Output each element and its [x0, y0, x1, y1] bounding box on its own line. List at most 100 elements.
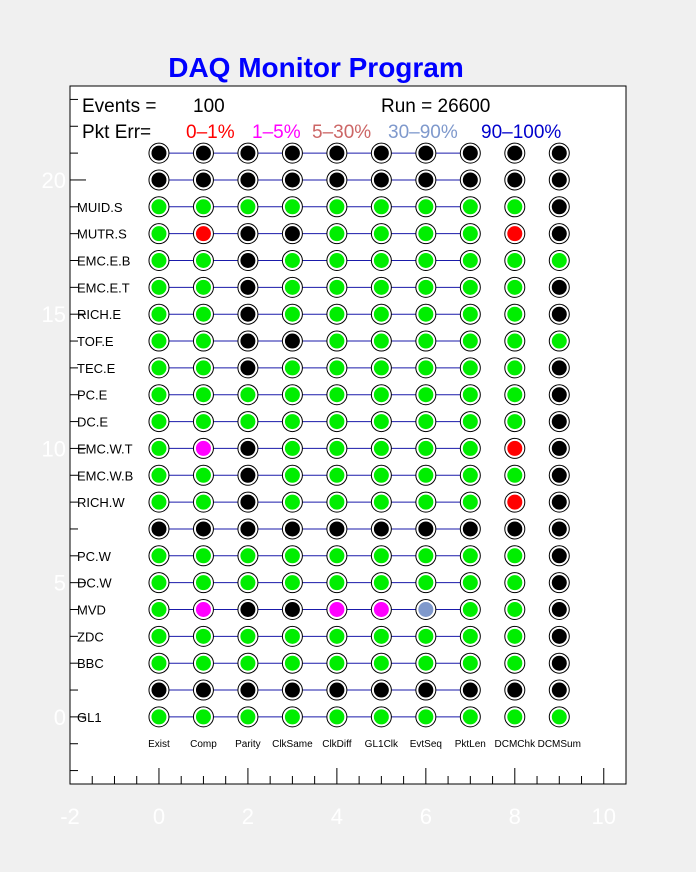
x-tick-label: 6: [420, 804, 432, 829]
status-marker: [507, 333, 523, 349]
status-marker: [151, 387, 167, 403]
status-marker: [373, 628, 389, 644]
status-marker: [240, 279, 256, 295]
y-tick-label: 15: [42, 302, 66, 327]
status-marker: [195, 145, 211, 161]
status-marker: [507, 199, 523, 215]
status-marker: [240, 521, 256, 537]
status-marker: [195, 682, 211, 698]
status-marker: [551, 387, 567, 403]
row-label: RICH.W: [77, 495, 125, 510]
status-marker: [418, 548, 434, 564]
status-marker: [507, 602, 523, 617]
status-marker: [551, 655, 567, 671]
status-marker: [507, 440, 523, 456]
column-label: EvtSeq: [410, 739, 442, 750]
status-marker: [462, 414, 478, 430]
status-marker: [373, 226, 389, 242]
status-marker: [462, 253, 478, 268]
status-marker: [373, 387, 389, 403]
status-marker: [329, 360, 345, 376]
status-marker: [507, 172, 523, 188]
status-marker: [507, 682, 523, 698]
status-marker: [551, 494, 567, 510]
pkt-err-label: Pkt Err=: [82, 122, 151, 143]
status-marker: [284, 360, 300, 376]
status-marker: [507, 387, 523, 403]
status-marker: [418, 575, 434, 591]
status-marker: [329, 226, 345, 242]
status-marker: [240, 655, 256, 671]
status-marker: [151, 602, 167, 617]
status-marker: [151, 709, 167, 725]
status-marker: [462, 387, 478, 403]
status-marker: [284, 575, 300, 591]
status-marker: [462, 575, 478, 591]
status-row: [148, 679, 570, 701]
status-marker: [551, 145, 567, 161]
status-marker: [240, 602, 256, 617]
status-marker: [151, 226, 167, 242]
status-marker: [151, 655, 167, 671]
row-label: ZDC: [77, 629, 104, 644]
pkt-err-legend: 0–1% 1–5% 5–30% 30–90% 90–100%: [186, 122, 561, 143]
legend-entry: 30–90%: [388, 122, 458, 143]
status-row: BBC: [77, 652, 570, 674]
status-marker: [462, 494, 478, 510]
row-label: DC.W: [77, 576, 112, 591]
status-marker: [329, 199, 345, 215]
status-marker: [240, 414, 256, 430]
status-marker: [240, 682, 256, 698]
status-marker: [284, 682, 300, 698]
status-marker: [284, 145, 300, 161]
status-marker: [151, 575, 167, 591]
status-marker: [551, 628, 567, 644]
status-row: GL1: [77, 706, 570, 728]
status-marker: [284, 655, 300, 671]
status-marker: [418, 682, 434, 698]
legend-entry: 1–5%: [252, 122, 301, 143]
status-marker: [284, 172, 300, 188]
status-marker: [462, 440, 478, 456]
status-marker: [462, 306, 478, 322]
status-marker: [151, 145, 167, 161]
status-marker: [284, 521, 300, 537]
x-tick-label: 2: [242, 804, 254, 829]
status-marker: [373, 467, 389, 483]
status-marker: [462, 467, 478, 483]
status-marker: [507, 494, 523, 510]
status-marker: [151, 467, 167, 483]
column-label: DCMSum: [538, 739, 581, 750]
status-marker: [462, 226, 478, 242]
status-marker: [284, 602, 300, 617]
row-label: BBC: [77, 656, 104, 671]
status-row: [148, 518, 570, 540]
x-tick-label: 0: [153, 804, 165, 829]
status-marker: [418, 467, 434, 483]
status-marker: [373, 494, 389, 510]
status-marker: [418, 521, 434, 537]
status-marker: [195, 440, 211, 456]
status-marker: [462, 279, 478, 295]
status-marker: [551, 440, 567, 456]
row-label: TEC.E: [77, 361, 116, 376]
row-label: MUTR.S: [77, 227, 127, 242]
status-marker: [329, 253, 345, 268]
status-marker: [373, 709, 389, 725]
status-marker: [507, 360, 523, 376]
status-marker: [195, 333, 211, 349]
status-row: RICH.E: [77, 303, 570, 325]
status-marker: [418, 360, 434, 376]
column-label: PktLen: [455, 739, 486, 750]
status-marker: [329, 521, 345, 537]
row-label: GL1: [77, 710, 102, 725]
row-label: TOF.E: [77, 334, 114, 349]
status-marker: [151, 360, 167, 376]
events-value: 100: [193, 96, 225, 117]
row-label: MVD: [77, 603, 106, 618]
status-marker: [195, 279, 211, 295]
status-marker: [240, 548, 256, 564]
row-label: RICH.E: [77, 307, 121, 322]
status-marker: [240, 172, 256, 188]
